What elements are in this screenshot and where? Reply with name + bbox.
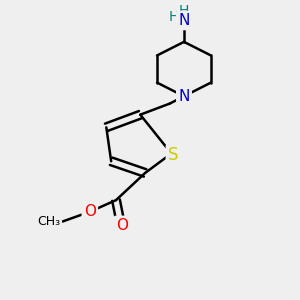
Text: N: N — [178, 13, 190, 28]
Text: N: N — [178, 89, 190, 104]
Text: CH₃: CH₃ — [38, 215, 61, 228]
Text: H: H — [169, 10, 179, 24]
Text: O: O — [84, 204, 96, 219]
Text: S: S — [168, 146, 178, 164]
Text: O: O — [116, 218, 128, 233]
Text: H: H — [179, 4, 189, 18]
